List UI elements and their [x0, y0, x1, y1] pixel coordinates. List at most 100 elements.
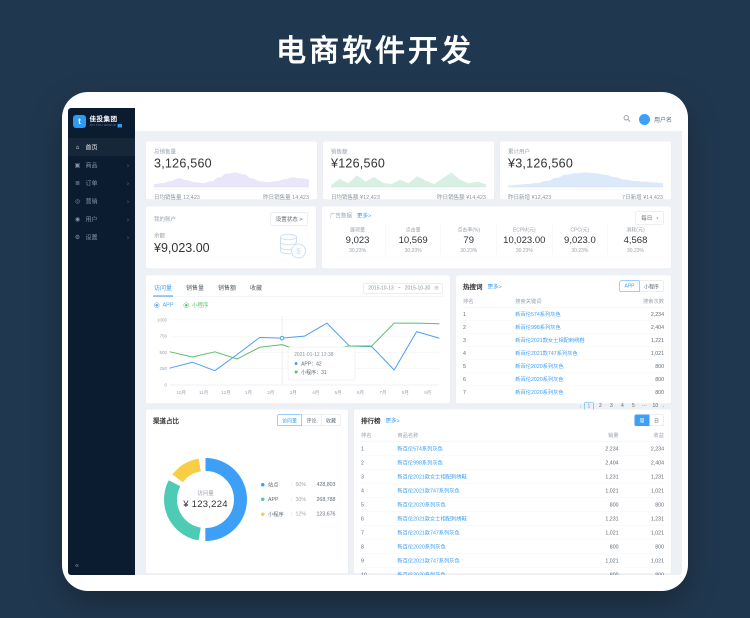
- ranking-header: 排行榜 更多> 周日: [361, 414, 664, 426]
- pagination-page[interactable]: ···: [641, 403, 647, 409]
- account-title: 我的账户: [154, 216, 176, 223]
- pagination-next[interactable]: ›: [662, 403, 664, 410]
- ads-title: 广告数据: [330, 213, 352, 219]
- sidebar-item[interactable]: ≣ 订单 ›: [68, 174, 135, 192]
- col-count: 搜索次数: [623, 295, 664, 308]
- legend-label: APP: [162, 302, 174, 308]
- donut-center: 访问量 ¥ 123,224: [158, 452, 253, 547]
- product-name-link[interactable]: 新百伦2021款女士相配刺绣鞋: [397, 469, 565, 484]
- product-name-link[interactable]: 新百伦2021款747系列灰色: [397, 553, 565, 568]
- visits-tab[interactable]: 收藏: [250, 284, 263, 292]
- account-status-button[interactable]: 设置状态 >: [270, 212, 308, 226]
- product-name-link[interactable]: 新百伦2021款747系列灰色: [397, 525, 565, 540]
- search-icon[interactable]: [623, 114, 631, 125]
- toggle-button[interactable]: 周: [634, 414, 650, 426]
- sidebar: t 佳投集团 JIN TOU GROUP ⌂: [68, 108, 135, 575]
- col-product: 商品名称: [397, 429, 565, 442]
- rank-table-row: 4 新百伦2021款747系列灰色 1,021 1,021: [361, 483, 664, 498]
- period-select[interactable]: 每日 ▾: [635, 211, 664, 225]
- ad-stat-label: CPC(元): [570, 227, 590, 234]
- collapse-sidebar-icon[interactable]: «: [75, 561, 79, 569]
- product-revenue: 800: [618, 497, 664, 512]
- pagination-page[interactable]: 2: [598, 403, 602, 409]
- ad-stat: CPC(元) 9,023.0 30.23%: [551, 224, 608, 255]
- hot-keyword-link[interactable]: 新百伦574系列灰色: [515, 311, 561, 318]
- ad-stat-label: 点击率(%): [457, 227, 481, 234]
- toggle-button[interactable]: 小程序: [639, 280, 664, 292]
- date-range-picker[interactable]: 2015-10-13 ~ 2015-10-30 ⊞: [363, 282, 443, 294]
- product-name-link[interactable]: 新百伦574系列灰色: [397, 446, 443, 452]
- product-name-link[interactable]: 新百伦2021款女士相配刺绣鞋: [397, 511, 565, 526]
- visits-tabs: 访问量 销售量 销售额 收藏 2015-10-13 ~ 2015-10-30 ⊞: [153, 280, 443, 297]
- product-name-link[interactable]: 新百伦2020系列灰色: [397, 567, 565, 575]
- ranking-card: 排行榜 更多> 周日 排名: [354, 409, 671, 575]
- sidebar-item[interactable]: ⌂ 首页 ›: [68, 138, 135, 156]
- channel-value: 428,803: [316, 481, 336, 488]
- logo-subtitle: JIN TOU GROUP: [90, 123, 123, 128]
- sidebar-item-label: 订单: [85, 179, 98, 187]
- legend-dot-icon: [261, 512, 265, 516]
- product-name-link[interactable]: 新百伦2020系列灰色: [397, 497, 565, 512]
- channel-percent: 12%: [295, 511, 307, 517]
- pagination-prev[interactable]: ‹: [579, 403, 582, 410]
- stat-value: ¥126,560: [331, 156, 386, 171]
- hot-words-more-link[interactable]: 更多>: [487, 283, 502, 290]
- hot-rank: 5: [463, 359, 516, 373]
- hot-count: 2,404: [623, 320, 664, 334]
- product-sales: 1,021: [564, 525, 619, 540]
- visits-tab[interactable]: 销售额: [218, 284, 237, 292]
- svg-text:1月: 1月: [245, 390, 252, 396]
- hot-keyword-link[interactable]: 新百伦2021款747系列灰色: [515, 346, 624, 360]
- hot-keyword-link[interactable]: 新百伦2020系列灰色: [515, 385, 624, 399]
- toggle-button[interactable]: APP: [619, 280, 640, 292]
- hot-count: 800: [623, 359, 664, 373]
- hot-keyword-link[interactable]: 新百伦998系列灰色: [515, 320, 624, 334]
- sidebar-item[interactable]: ⚙ 设置 ›: [68, 228, 135, 246]
- ad-stat: 点击量 10,569 30.23%: [385, 224, 441, 255]
- avatar[interactable]: [638, 114, 650, 125]
- date-end: 2015-10-30: [404, 285, 431, 291]
- pagination-page[interactable]: 3: [609, 403, 613, 409]
- hot-keyword-link[interactable]: 新百伦2020系列灰色: [515, 359, 624, 373]
- toggle-button[interactable]: 收藏: [321, 414, 341, 426]
- sidebar-item[interactable]: ▣ 商品 ›: [68, 156, 135, 174]
- toggle-button[interactable]: 日: [649, 414, 664, 426]
- sidebar-item[interactable]: ◎ 营销 ›: [68, 192, 135, 210]
- stat-sparkline: [154, 172, 309, 188]
- hot-keyword-link[interactable]: 新百伦2021款女士相配刺绣鞋: [515, 333, 624, 347]
- pagination-page[interactable]: 10: [652, 403, 659, 409]
- toggle-button[interactable]: 访问量: [277, 414, 302, 426]
- sidebar-item[interactable]: ◉ 用户 ›: [68, 210, 135, 228]
- account-card: 我的账户 设置状态 > 余额 ¥9,023.00: [146, 206, 316, 269]
- visits-tab[interactable]: 访问量: [153, 280, 173, 297]
- ad-stat-label: 点击量: [405, 227, 421, 234]
- legend-radio[interactable]: APP: [154, 301, 174, 309]
- rank-number: 4: [361, 483, 398, 498]
- svg-text:250: 250: [159, 366, 167, 371]
- rank-number: 9: [361, 553, 398, 568]
- legend-radio[interactable]: 小程序: [183, 301, 209, 309]
- ads-card: 广告数据 更多> 每日 ▾ 展现量: [322, 206, 671, 269]
- product-name-link[interactable]: 新百伦2021款747系列灰色: [397, 483, 565, 498]
- user-menu[interactable]: 用户名: [638, 114, 672, 125]
- ads-more-link[interactable]: 更多>: [357, 213, 372, 219]
- product-name-link[interactable]: 新百伦998系列灰色: [397, 455, 565, 470]
- pagination-page[interactable]: 5: [631, 403, 635, 409]
- channel-title: 渠道占比: [153, 417, 180, 425]
- product-sales: 800: [564, 567, 619, 575]
- stat-value: 3,126,560: [154, 156, 212, 171]
- visits-tab[interactable]: 销售量: [186, 284, 205, 292]
- channel-body: 访问量 ¥ 123,224 站点: [153, 429, 341, 570]
- ads-header: 广告数据 更多>: [330, 212, 663, 220]
- product-revenue: 1,021: [618, 483, 664, 498]
- hot-count: 800: [623, 385, 664, 399]
- rank-number: 7: [361, 525, 398, 540]
- hot-keyword-link[interactable]: 新百伦2020系列灰色: [515, 372, 624, 386]
- settings-icon: ⚙: [74, 233, 81, 241]
- toggle-button[interactable]: 评论: [301, 414, 322, 426]
- pagination-page[interactable]: 4: [620, 403, 624, 409]
- product-name-link[interactable]: 新百伦2020系列灰色: [397, 539, 565, 554]
- balance-label: 余额: [154, 233, 165, 239]
- content: 总销售量 3,126,560 日均销售量 12,423 昨日销售量 14,423…: [135, 132, 682, 575]
- ranking-more-link[interactable]: 更多>: [385, 417, 400, 424]
